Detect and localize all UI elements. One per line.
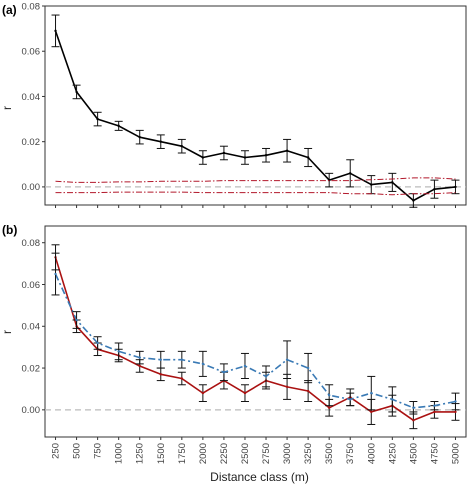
- panel-tag: (b): [2, 223, 17, 237]
- y-tick-label: 0.02: [22, 137, 41, 148]
- data-point: [180, 358, 184, 361]
- data-point: [349, 398, 352, 401]
- data-point: [243, 364, 247, 368]
- y-tick-label: 0.04: [22, 92, 41, 103]
- series-line: [54, 257, 456, 422]
- y-tick-label: 0.08: [22, 1, 41, 12]
- data-point: [96, 117, 99, 121]
- x-tick-label: 3250: [303, 443, 314, 464]
- data-point: [306, 389, 310, 393]
- y-axis-label: r: [0, 330, 14, 334]
- data-point: [306, 366, 310, 370]
- data-point: [201, 156, 205, 159]
- data-point: [243, 156, 247, 159]
- data-point: [412, 419, 415, 422]
- x-tick-label: 2500: [240, 443, 251, 464]
- data-point: [180, 377, 184, 380]
- x-tick-label: 1500: [156, 443, 167, 464]
- x-tick-label: 1000: [114, 443, 125, 464]
- data-point: [117, 350, 120, 353]
- data-point: [201, 362, 205, 366]
- data-point: [75, 318, 78, 322]
- x-tick-label: 4750: [429, 443, 440, 464]
- confidence-envelope-line: [55, 177, 456, 183]
- data-point: [454, 400, 457, 403]
- data-point: [370, 183, 373, 186]
- data-point: [391, 181, 394, 184]
- data-point: [412, 406, 415, 409]
- series-line: [54, 30, 456, 202]
- data-point: [454, 410, 457, 414]
- data-point: [306, 156, 310, 159]
- data-point: [138, 356, 141, 359]
- data-point: [433, 410, 436, 414]
- data-point: [138, 135, 141, 139]
- data-point: [412, 199, 415, 202]
- data-point: [54, 272, 57, 276]
- x-tick-label: 4000: [366, 443, 377, 464]
- data-point: [264, 154, 268, 157]
- data-point: [285, 358, 289, 361]
- data-point: [159, 140, 162, 143]
- x-tick-label: 250: [51, 443, 62, 459]
- x-tick-label: 3000: [282, 443, 293, 464]
- series-line: [54, 273, 456, 409]
- y-tick-label: 0.06: [22, 280, 41, 291]
- x-tick-label: 750: [93, 443, 104, 459]
- y-tick-label: 0.08: [22, 238, 41, 249]
- data-point: [243, 391, 247, 395]
- confidence-envelope-line: [55, 191, 456, 196]
- data-point: [370, 410, 373, 414]
- data-point: [180, 145, 184, 148]
- x-tick-label: 4500: [408, 443, 419, 464]
- data-point: [391, 398, 394, 401]
- y-tick-label: 0.00: [22, 182, 41, 193]
- data-point: [285, 385, 289, 389]
- data-point: [433, 404, 436, 407]
- data-point: [159, 373, 162, 376]
- data-point: [222, 371, 226, 374]
- x-tick-label: 5000: [450, 443, 461, 464]
- panel-tag: (a): [2, 3, 17, 17]
- data-point: [138, 364, 141, 368]
- y-tick-label: 0.06: [22, 47, 41, 58]
- data-point: [433, 187, 436, 191]
- data-point: [54, 29, 57, 33]
- y-axis-label: r: [0, 106, 14, 110]
- x-tick-label: 3750: [345, 443, 356, 464]
- y-tick-label: 0.04: [22, 322, 41, 333]
- x-tick-label: 500: [72, 443, 83, 459]
- panel-frame: [44, 225, 467, 438]
- data-point: [454, 185, 457, 189]
- data-point: [75, 90, 78, 94]
- x-tick-label: 2000: [198, 443, 209, 464]
- data-point: [349, 172, 352, 175]
- data-point: [327, 406, 331, 409]
- data-point: [370, 391, 373, 395]
- y-tick-label: 0.02: [22, 363, 41, 374]
- data-point: [222, 151, 226, 155]
- x-tick-label: 1750: [177, 443, 188, 464]
- data-point: [285, 149, 289, 152]
- data-point: [159, 358, 162, 361]
- y-tick-label: 0.00: [22, 405, 41, 416]
- data-point: [327, 394, 331, 397]
- x-tick-label: 4250: [387, 443, 398, 464]
- x-tick-label: 1250: [135, 443, 146, 464]
- x-tick-label: 3500: [324, 443, 335, 464]
- data-point: [264, 375, 268, 378]
- x-tick-label: 2250: [219, 443, 230, 464]
- data-point: [201, 391, 205, 395]
- x-axis-label: Distance class (m): [210, 470, 309, 484]
- panel-frame: [44, 5, 467, 206]
- data-point: [96, 341, 99, 345]
- x-tick-label: 2750: [261, 443, 272, 464]
- data-point: [117, 124, 120, 128]
